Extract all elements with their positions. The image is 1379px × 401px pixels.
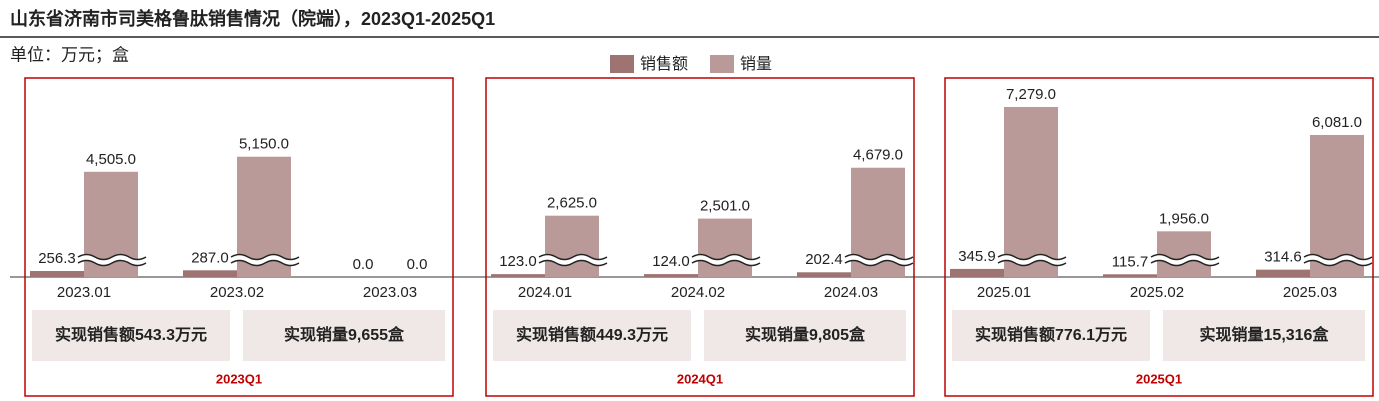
value-label: 6,081.0 — [1312, 114, 1362, 131]
value-label: 5,150.0 — [239, 136, 289, 153]
unit-note: 单位：万元；盒 — [10, 45, 129, 64]
value-label: 123.0 — [499, 253, 537, 270]
value-label: 1,956.0 — [1159, 210, 1209, 227]
bar — [797, 272, 851, 277]
summary-text: 实现销量9,805盒 — [745, 325, 866, 344]
bar — [698, 218, 752, 277]
value-label: 124.0 — [652, 253, 690, 270]
value-label: 4,505.0 — [86, 151, 136, 168]
value-label: 0.0 — [407, 256, 428, 273]
value-label: 0.0 — [353, 256, 374, 273]
bar — [30, 271, 84, 277]
axis-break-line — [844, 259, 914, 267]
group-box — [485, 77, 915, 397]
group-label: 2023Q1 — [216, 371, 262, 386]
summary-text: 实现销售额776.1万元 — [975, 325, 1127, 344]
value-label: 2,625.0 — [547, 195, 597, 212]
axis-break-line — [997, 259, 1067, 267]
bar — [1004, 107, 1058, 277]
value-label: 4,679.0 — [853, 147, 903, 164]
summary-text: 实现销售额449.3万元 — [516, 325, 668, 344]
legend-swatch — [710, 55, 734, 73]
x-tick-label: 2024.03 — [824, 284, 878, 301]
summary-box — [1163, 310, 1365, 361]
bar — [950, 268, 1004, 277]
summary-box — [243, 310, 445, 361]
axis-break-line — [691, 259, 761, 267]
group-label: 2025Q1 — [1136, 371, 1182, 386]
value-label: 7,279.0 — [1006, 86, 1056, 103]
bar — [1310, 134, 1364, 277]
axis-break-line — [691, 253, 761, 261]
group-box — [24, 77, 454, 397]
value-label: 314.6 — [1264, 249, 1302, 266]
x-tick-label: 2024.02 — [671, 284, 725, 301]
axis-break-line — [230, 253, 300, 261]
group-box — [944, 77, 1374, 397]
bar — [1103, 274, 1157, 277]
axis-break-line — [1150, 253, 1220, 261]
summary-box — [704, 310, 906, 361]
bar — [644, 274, 698, 277]
axis-break-line — [1303, 259, 1373, 267]
bar — [1256, 269, 1310, 277]
summary-text: 实现销量15,316盒 — [1200, 325, 1330, 344]
x-tick-label: 2025.03 — [1283, 284, 1337, 301]
axis-break-line — [1150, 259, 1220, 267]
value-label: 345.9 — [958, 248, 996, 265]
x-tick-label: 2023.01 — [57, 284, 111, 301]
axis-break-line — [997, 253, 1067, 261]
value-label: 256.3 — [38, 250, 76, 267]
value-label: 2,501.0 — [700, 198, 750, 215]
value-label: 287.0 — [191, 249, 229, 266]
axis-break-line — [77, 253, 147, 261]
x-tick-label: 2024.01 — [518, 284, 572, 301]
axis-break-line — [844, 253, 914, 261]
legend-label: 销售额 — [640, 55, 688, 73]
bar — [183, 270, 237, 277]
axis-break-line — [538, 253, 608, 261]
x-tick-label: 2023.02 — [210, 284, 264, 301]
legend-label: 销量 — [740, 55, 772, 73]
axis-break-line — [230, 259, 300, 267]
value-label: 115.7 — [1112, 253, 1148, 270]
summary-box — [493, 310, 691, 361]
x-tick-label: 2025.01 — [977, 284, 1031, 301]
summary-box — [952, 310, 1150, 361]
summary-text: 实现销量9,655盒 — [284, 325, 405, 344]
group-label: 2024Q1 — [677, 371, 723, 386]
legend-swatch — [610, 55, 634, 73]
x-tick-label: 2025.02 — [1130, 284, 1184, 301]
bar — [1157, 231, 1211, 277]
axis-break-line — [538, 259, 608, 267]
axis-break-line — [77, 259, 147, 267]
axis-break-line — [1303, 253, 1373, 261]
bar — [491, 274, 545, 277]
summary-text: 实现销售额543.3万元 — [55, 325, 207, 344]
x-tick-label: 2023.03 — [363, 284, 417, 301]
chart-title: 山东省济南市司美格鲁肽销售情况（院端），2023Q1-2025Q1 — [10, 8, 495, 29]
bar — [545, 215, 599, 277]
summary-box — [32, 310, 230, 361]
value-label: 202.4 — [805, 251, 843, 268]
